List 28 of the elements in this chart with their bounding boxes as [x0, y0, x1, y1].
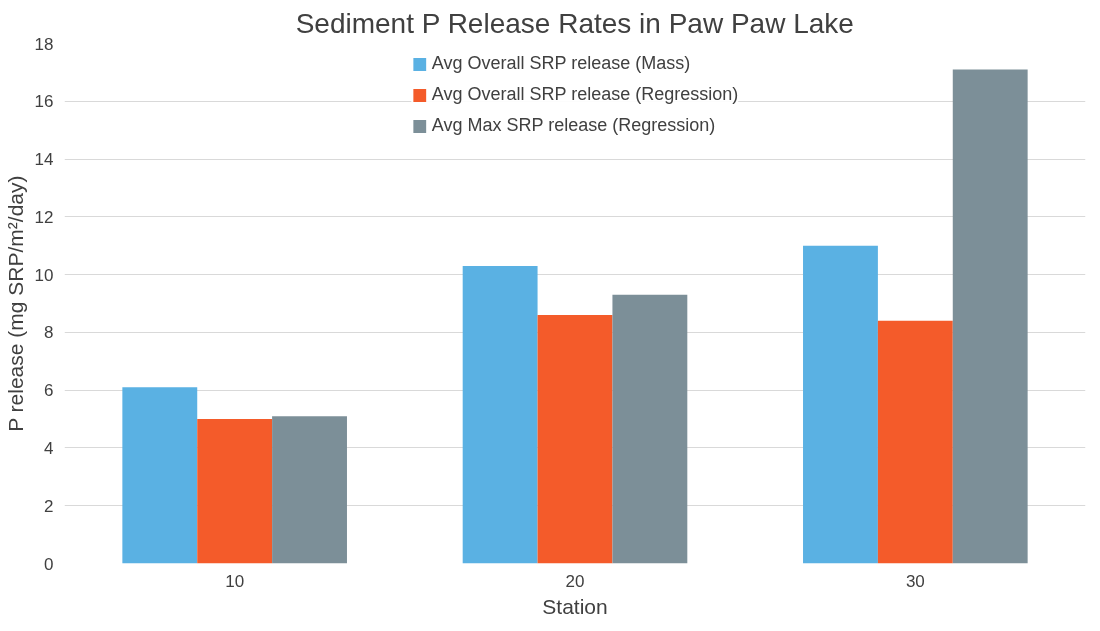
- y-axis-title: P release (mg SRP/m²/day): [3, 175, 27, 432]
- x-tick-label: 20: [565, 571, 585, 591]
- y-tick-label: 14: [34, 150, 54, 170]
- bar: [197, 419, 273, 564]
- y-tick-label: 18: [34, 34, 54, 54]
- bar: [537, 315, 613, 564]
- bar: [462, 265, 538, 564]
- bar: [272, 416, 347, 564]
- y-tick-label: 6: [44, 381, 54, 401]
- y-tick-label: 12: [34, 207, 54, 227]
- y-tick-label: 8: [44, 323, 54, 343]
- bar: [122, 387, 198, 564]
- y-tick-label: 0: [44, 554, 54, 574]
- x-tick-label: 10: [225, 571, 245, 591]
- x-axis-title: Station: [542, 594, 608, 618]
- legend-label: Avg Overall SRP release (Regression): [431, 84, 739, 105]
- y-tick-label: 10: [34, 265, 54, 285]
- y-tick-label: 2: [44, 496, 54, 516]
- bar: [952, 69, 1028, 564]
- bar: [803, 245, 878, 564]
- legend-label: Avg Overall SRP release (Mass): [431, 53, 691, 74]
- y-tick-label: 4: [44, 438, 54, 458]
- x-tick-label: 30: [905, 571, 925, 591]
- legend-label: Avg Max SRP release (Regression): [431, 115, 716, 136]
- y-tick-label: 16: [34, 92, 54, 112]
- chart-title: Sediment P Release Rates in Paw Paw Lake: [295, 7, 854, 39]
- bar: [877, 320, 953, 564]
- bar: [612, 294, 688, 564]
